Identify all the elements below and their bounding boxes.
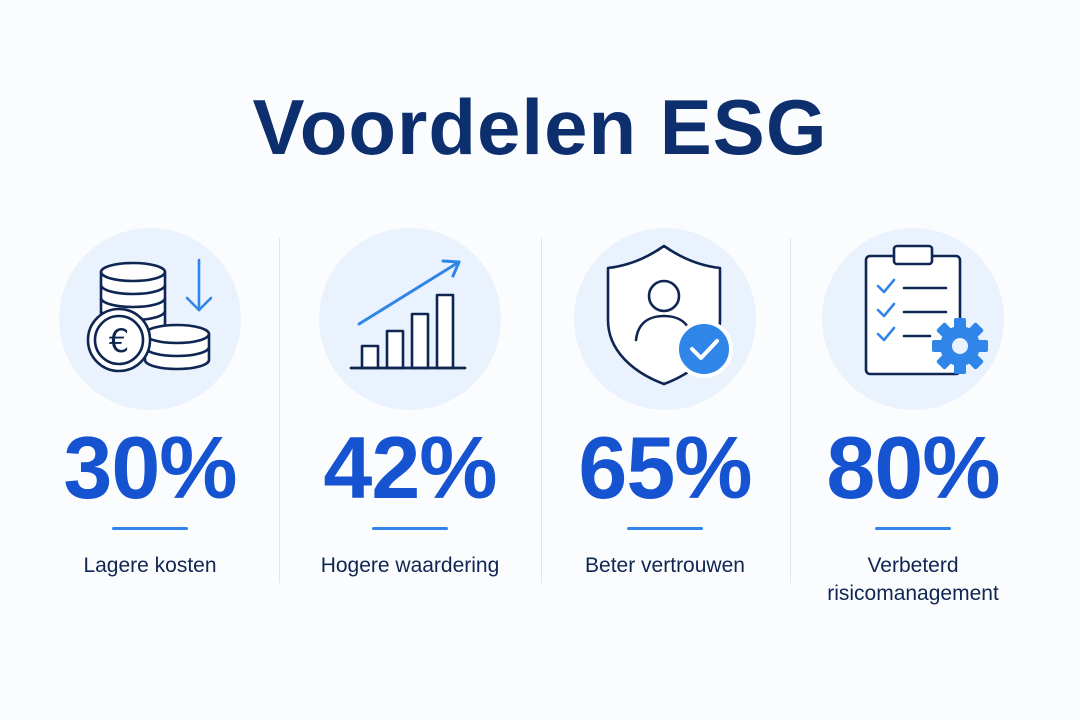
stat-label: Hogere waardering (320, 554, 500, 577)
growth-chart-icon (349, 259, 467, 370)
benefit-card-risk: 80% Verbeterd risicomanagement (788, 228, 1038, 628)
column-divider (541, 238, 542, 583)
svg-text:€: € (109, 322, 129, 360)
stat-value: 80% (826, 418, 1000, 517)
accent-underline (372, 527, 448, 530)
benefit-card-costs: € 30% Lagere kosten (25, 228, 275, 628)
accent-underline (112, 527, 188, 530)
stat-value: 42% (323, 418, 497, 517)
stat-label: Beter vertrouwen (585, 554, 745, 577)
benefit-card-trust: 65% Beter vertrouwen (540, 228, 790, 628)
shield-user-check-icon (606, 244, 733, 386)
accent-underline (875, 527, 951, 530)
clipboard-gear-icon (864, 244, 988, 376)
page-title: Voordelen ESG (252, 83, 828, 171)
stat-value: 30% (63, 418, 237, 517)
icon-badge (822, 228, 1004, 410)
stat-label: Lagere kosten (83, 554, 217, 577)
accent-underline (627, 527, 703, 530)
icon-badge (319, 228, 501, 410)
coins-euro-down-icon: € (86, 258, 213, 373)
icon-badge: € (59, 228, 241, 410)
stat-value: 65% (578, 418, 752, 517)
column-divider (790, 238, 791, 583)
column-divider (279, 238, 280, 583)
stat-label: Verbeterd risicomanagement (827, 554, 999, 605)
benefit-card-valuation: 42% Hogere waardering (285, 228, 535, 628)
icon-badge (574, 228, 756, 410)
